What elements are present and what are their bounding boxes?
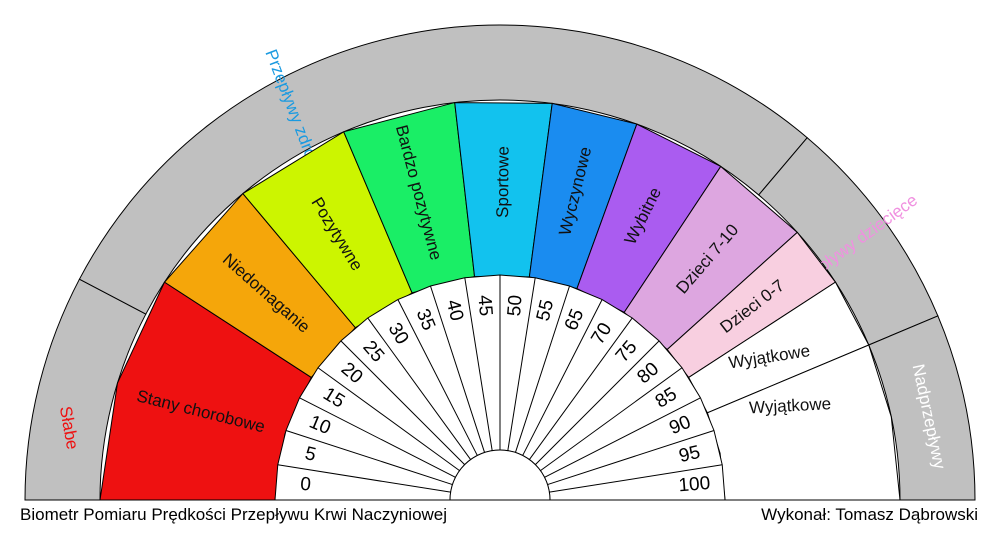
tick-divider bbox=[285, 429, 453, 486]
tick-divider bbox=[299, 397, 456, 478]
tick-divider bbox=[507, 277, 536, 451]
tick-divider bbox=[340, 340, 465, 465]
tick-divider bbox=[522, 299, 603, 456]
tick-divider bbox=[514, 285, 571, 453]
author-credit: Wykonał: Tomasz Dąbrowski bbox=[761, 505, 978, 524]
tick-label: 100 bbox=[678, 473, 711, 496]
tick-label: 95 bbox=[677, 442, 702, 467]
tick-divider bbox=[367, 317, 472, 460]
tick-divider bbox=[547, 429, 715, 486]
tick-divider bbox=[397, 299, 478, 456]
category-band-przeplywy-zdrowe bbox=[78, 24, 808, 315]
zone-label-sportowe: Sportowe bbox=[493, 146, 513, 218]
tick-label: 55 bbox=[533, 298, 558, 323]
zone-label-wyjatkowe: Wyjątkowe bbox=[749, 394, 832, 417]
tick-label: 40 bbox=[442, 298, 467, 323]
tick-label: 45 bbox=[473, 294, 496, 317]
tick-divider bbox=[464, 277, 493, 451]
center-hub bbox=[449, 449, 551, 501]
gauge-title: Biometr Pomiaru Prędkości Przepływu Krwi… bbox=[20, 505, 448, 524]
tick-label: 5 bbox=[303, 443, 318, 466]
tick-divider bbox=[544, 397, 701, 478]
tick-divider bbox=[528, 317, 633, 460]
tick-divider bbox=[540, 367, 683, 472]
tick-divider bbox=[277, 464, 451, 493]
tick-label: 0 bbox=[300, 474, 312, 496]
tick-divider bbox=[535, 340, 660, 465]
tick-divider bbox=[317, 367, 460, 472]
tick-label: 50 bbox=[504, 294, 527, 317]
tick-divider bbox=[429, 285, 486, 453]
tick-divider bbox=[549, 464, 723, 493]
